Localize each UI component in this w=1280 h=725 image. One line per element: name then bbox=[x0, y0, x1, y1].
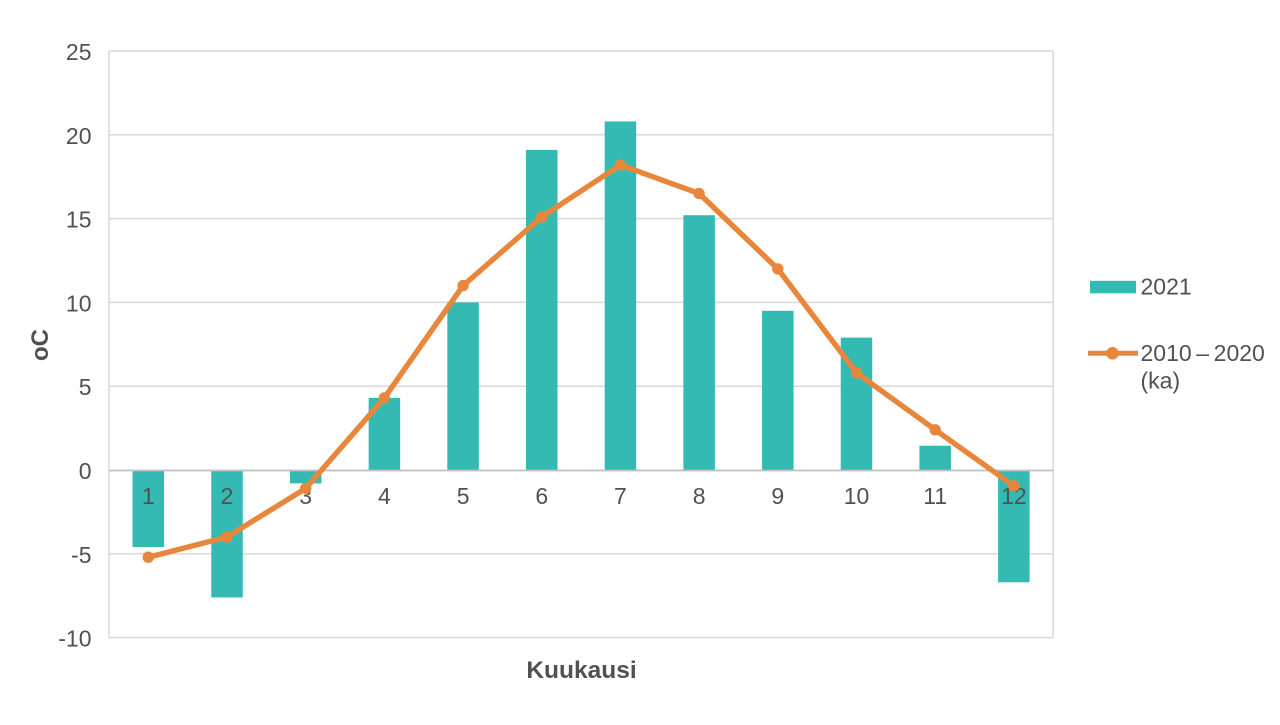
svg-text:20: 20 bbox=[66, 123, 92, 149]
svg-text:4: 4 bbox=[378, 483, 391, 509]
svg-text:10: 10 bbox=[844, 483, 870, 509]
svg-text:2021: 2021 bbox=[1141, 273, 1192, 299]
svg-text:7: 7 bbox=[614, 483, 627, 509]
svg-text:5: 5 bbox=[79, 374, 92, 400]
svg-text:1: 1 bbox=[142, 483, 155, 509]
svg-text:9: 9 bbox=[771, 483, 784, 509]
svg-text:2010 – 2020: 2010 – 2020 bbox=[1141, 340, 1265, 366]
svg-text:5: 5 bbox=[457, 483, 470, 509]
svg-text:6: 6 bbox=[535, 483, 548, 509]
svg-text:0: 0 bbox=[79, 458, 92, 484]
svg-text:2: 2 bbox=[221, 483, 234, 509]
svg-text:-5: -5 bbox=[71, 542, 91, 568]
svg-text:Kuukausi: Kuukausi bbox=[526, 657, 636, 684]
svg-text:11: 11 bbox=[923, 483, 947, 509]
svg-text:-10: -10 bbox=[58, 626, 91, 652]
svg-text:25: 25 bbox=[66, 39, 92, 65]
svg-text:15: 15 bbox=[66, 207, 92, 233]
svg-text:(ka): (ka) bbox=[1141, 368, 1181, 394]
svg-text:8: 8 bbox=[693, 483, 706, 509]
svg-text:oC: oC bbox=[27, 329, 54, 361]
svg-text:10: 10 bbox=[66, 290, 92, 316]
